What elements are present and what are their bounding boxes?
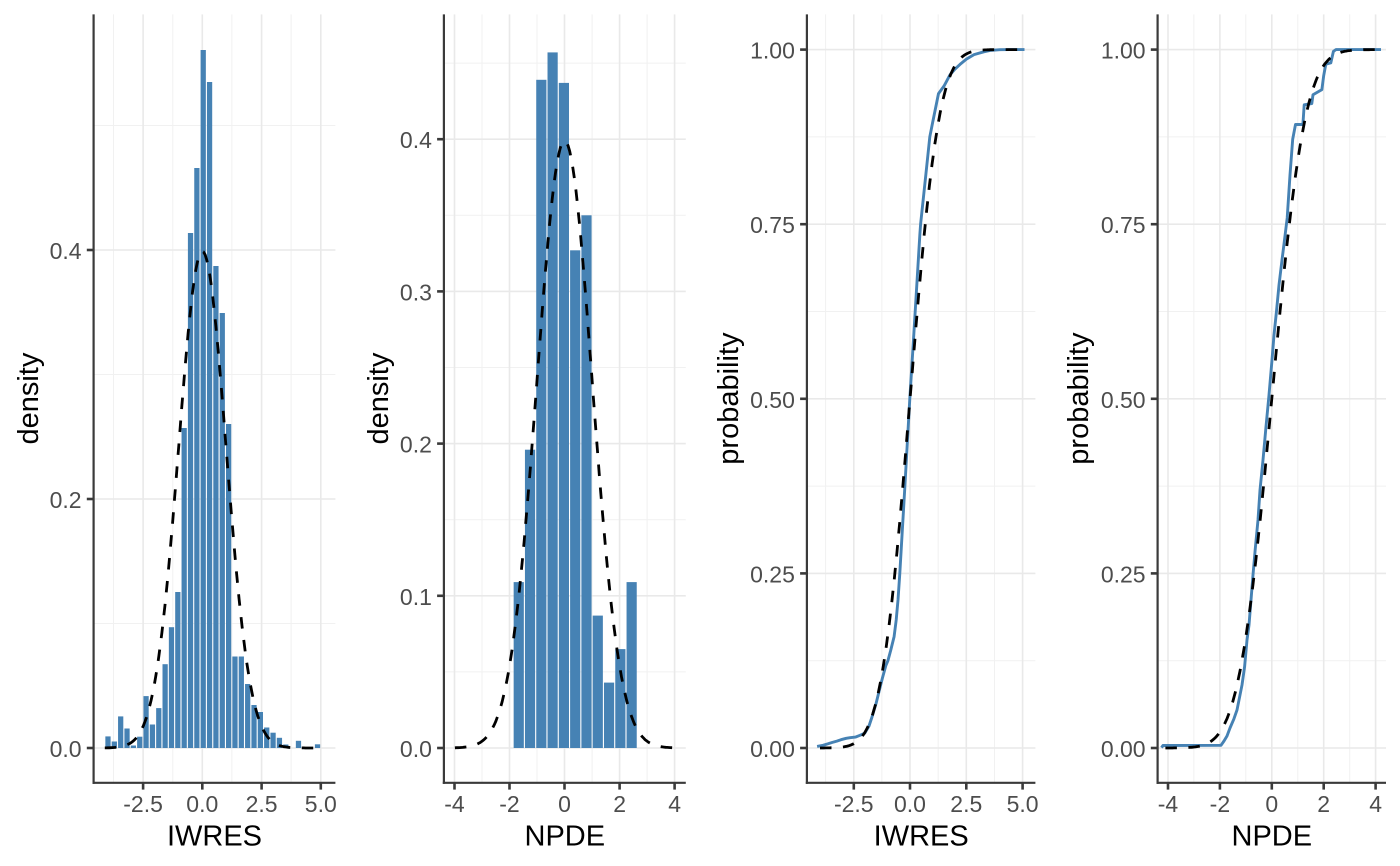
svg-text:probability: probability <box>713 332 745 465</box>
svg-text:-2.5: -2.5 <box>123 791 163 817</box>
svg-text:0.0: 0.0 <box>400 736 432 762</box>
svg-text:-2: -2 <box>499 791 519 817</box>
svg-text:0.1: 0.1 <box>400 584 432 610</box>
svg-text:0.2: 0.2 <box>50 487 82 513</box>
svg-text:probability: probability <box>1063 332 1095 465</box>
svg-text:0.0: 0.0 <box>186 791 218 817</box>
svg-text:0.50: 0.50 <box>750 387 795 413</box>
svg-text:4: 4 <box>668 791 681 817</box>
svg-text:NPDE: NPDE <box>1232 821 1313 853</box>
svg-text:1.00: 1.00 <box>750 38 795 64</box>
svg-text:-4: -4 <box>444 791 465 817</box>
svg-text:0.0: 0.0 <box>894 791 926 817</box>
svg-text:-2.5: -2.5 <box>834 791 874 817</box>
svg-text:0.75: 0.75 <box>750 212 795 238</box>
svg-text:density: density <box>363 352 395 444</box>
svg-text:2: 2 <box>1317 791 1330 817</box>
svg-text:0.75: 0.75 <box>1101 212 1146 238</box>
svg-text:0.2: 0.2 <box>400 432 432 458</box>
svg-text:5.0: 5.0 <box>1007 791 1039 817</box>
svg-text:0.00: 0.00 <box>1101 736 1146 762</box>
svg-text:0.4: 0.4 <box>400 127 432 153</box>
svg-text:0.4: 0.4 <box>50 238 82 264</box>
svg-text:5.0: 5.0 <box>305 791 337 817</box>
svg-text:IWRES: IWRES <box>874 821 969 853</box>
svg-text:2.5: 2.5 <box>246 791 278 817</box>
svg-text:1.00: 1.00 <box>1101 38 1146 64</box>
svg-text:2.5: 2.5 <box>950 791 982 817</box>
svg-text:-2: -2 <box>1210 791 1230 817</box>
svg-text:0.50: 0.50 <box>1101 387 1146 413</box>
svg-text:0.25: 0.25 <box>750 561 795 587</box>
svg-text:density: density <box>13 352 45 444</box>
svg-text:0.00: 0.00 <box>750 736 795 762</box>
svg-text:0.25: 0.25 <box>1101 561 1146 587</box>
svg-text:0: 0 <box>558 791 571 817</box>
svg-text:0: 0 <box>1265 791 1278 817</box>
svg-text:4: 4 <box>1369 791 1382 817</box>
svg-text:0.0: 0.0 <box>50 736 82 762</box>
svg-text:IWRES: IWRES <box>167 821 262 853</box>
svg-text:NPDE: NPDE <box>525 821 606 853</box>
svg-text:0.3: 0.3 <box>400 279 432 305</box>
svg-text:-4: -4 <box>1158 791 1179 817</box>
svg-text:2: 2 <box>613 791 626 817</box>
